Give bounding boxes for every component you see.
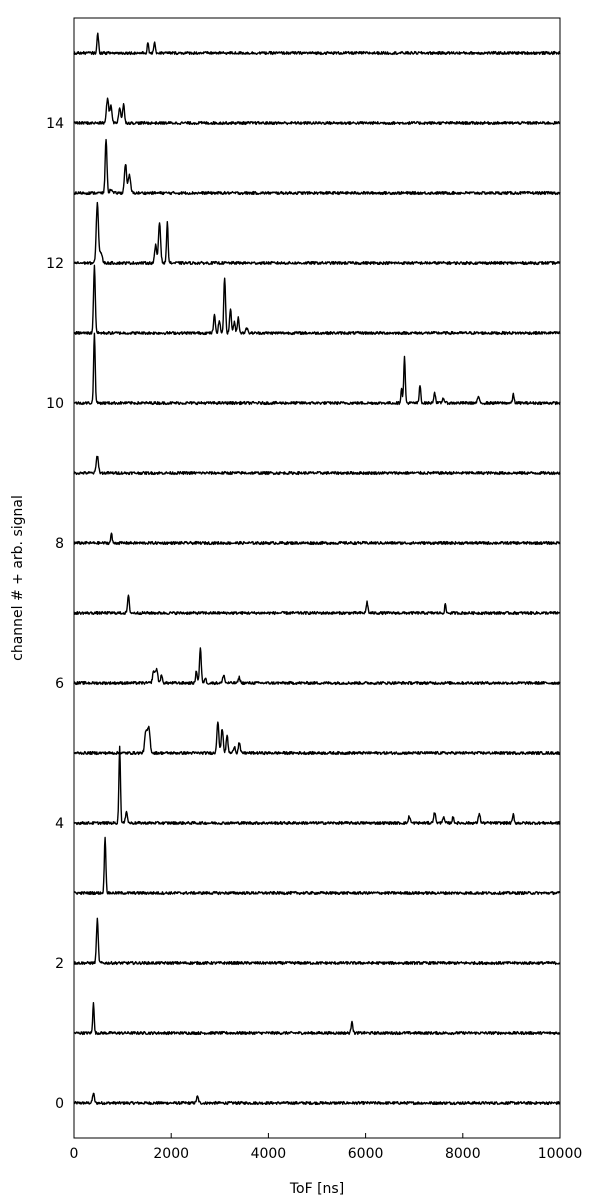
y-tick-label: 8	[55, 536, 64, 552]
x-tick-label: 8000	[445, 1146, 481, 1162]
x-tick-label: 6000	[348, 1146, 384, 1162]
x-tick-label: 2000	[153, 1146, 189, 1162]
y-tick-label: 4	[55, 816, 64, 832]
series-line-channel-13	[73, 138, 561, 196]
plot-frame	[73, 17, 561, 1139]
series-line-channel-5	[73, 721, 561, 756]
series-line-channel-15	[73, 32, 561, 56]
series-line-channel-1	[73, 1001, 561, 1036]
series-line-channel-12	[73, 201, 561, 266]
series-line-channel-2	[73, 917, 561, 966]
y-tick-label: 14	[46, 116, 64, 132]
series-line-channel-4	[73, 745, 561, 826]
x-tick-label: 0	[70, 1146, 79, 1162]
x-tick-label: 4000	[251, 1146, 287, 1162]
x-tick-label: 10000	[538, 1146, 583, 1162]
series-line-channel-9	[73, 455, 561, 476]
series-line-channel-14	[73, 97, 561, 126]
series-line-channel-3	[73, 836, 561, 896]
x-axis: 0 2000 4000 6000 8000 10000	[70, 1133, 583, 1162]
y-tick-label: 6	[55, 676, 64, 692]
series-line-channel-7	[73, 594, 561, 616]
series-line-channel-6	[73, 647, 561, 686]
y-tick-label: 2	[55, 956, 64, 972]
y-axis: 0 2 4 6 8 10 12 14	[46, 116, 79, 1112]
y-tick-label: 10	[46, 396, 64, 412]
x-axis-label: ToF [ns]	[289, 1181, 344, 1197]
y-tick-label: 12	[46, 256, 64, 272]
y-tick-label: 0	[55, 1096, 64, 1112]
series-line-channel-8	[73, 532, 561, 546]
series-group	[73, 32, 561, 1106]
y-axis-label: channel # + arb. signal	[10, 495, 26, 661]
series-line-channel-10	[73, 332, 561, 406]
series-line-channel-11	[73, 264, 561, 336]
series-line-channel-0	[73, 1092, 561, 1106]
